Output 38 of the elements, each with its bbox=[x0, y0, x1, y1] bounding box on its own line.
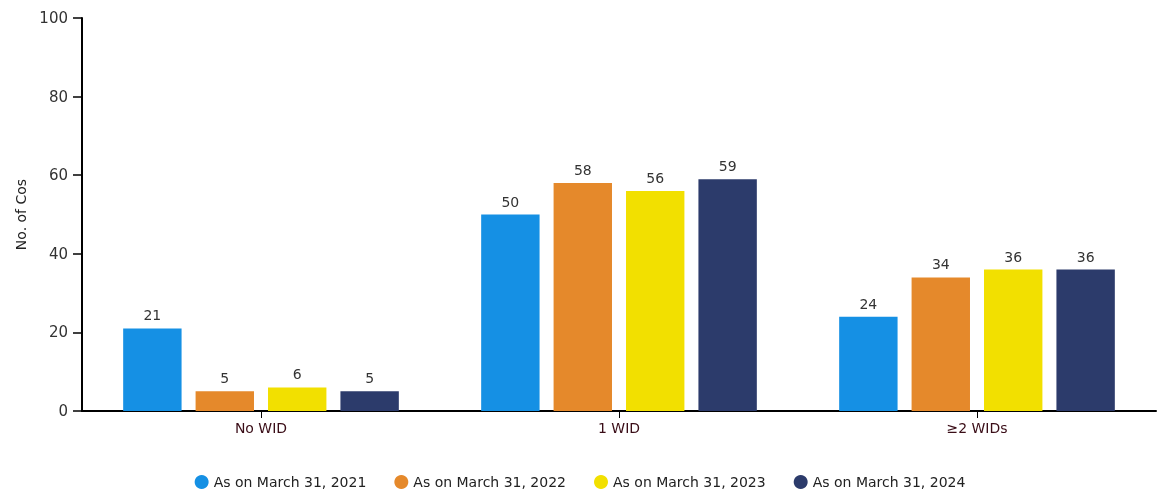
legend-label: As on March 31, 2024 bbox=[812, 474, 966, 490]
data-label: 36 bbox=[1076, 248, 1095, 265]
bar bbox=[1056, 269, 1115, 411]
data-label: 56 bbox=[646, 169, 665, 186]
data-label: 50 bbox=[501, 193, 520, 210]
data-label: 36 bbox=[1004, 248, 1023, 265]
data-label: 5 bbox=[220, 370, 230, 387]
bar bbox=[123, 328, 182, 411]
y-axis-title: No. of Cos bbox=[13, 178, 30, 251]
legend-label: As on March 31, 2023 bbox=[613, 474, 766, 490]
x-tick-label: ≥2 WIDs bbox=[946, 420, 1008, 436]
data-label: 58 bbox=[573, 162, 592, 179]
data-label: 5 bbox=[365, 370, 375, 387]
bar bbox=[911, 277, 970, 411]
data-label: 6 bbox=[292, 366, 302, 383]
bar bbox=[553, 183, 612, 411]
bar bbox=[195, 391, 254, 411]
data-label: 24 bbox=[859, 295, 878, 312]
bar bbox=[839, 316, 898, 411]
x-tick-label: No WID bbox=[234, 420, 288, 436]
bar bbox=[626, 190, 685, 411]
data-label: 34 bbox=[931, 256, 950, 273]
x-tick-label: 1 WID bbox=[597, 420, 641, 436]
bar bbox=[340, 391, 399, 411]
data-label: 59 bbox=[718, 158, 737, 175]
y-tick-label: 0 bbox=[58, 402, 68, 420]
data-label: 21 bbox=[143, 307, 162, 324]
y-tick-label: 40 bbox=[48, 244, 68, 263]
y-tick-label: 60 bbox=[48, 166, 68, 185]
bar bbox=[698, 179, 757, 411]
y-tick-label: 80 bbox=[48, 87, 68, 106]
bar bbox=[268, 387, 327, 411]
legend-label: As on March 31, 2022 bbox=[413, 474, 567, 490]
bar bbox=[984, 269, 1043, 411]
legend-label: As on March 31, 2021 bbox=[213, 474, 367, 490]
bar bbox=[481, 214, 540, 411]
y-tick-label: 100 bbox=[39, 9, 68, 27]
y-tick-label: 20 bbox=[48, 323, 68, 342]
